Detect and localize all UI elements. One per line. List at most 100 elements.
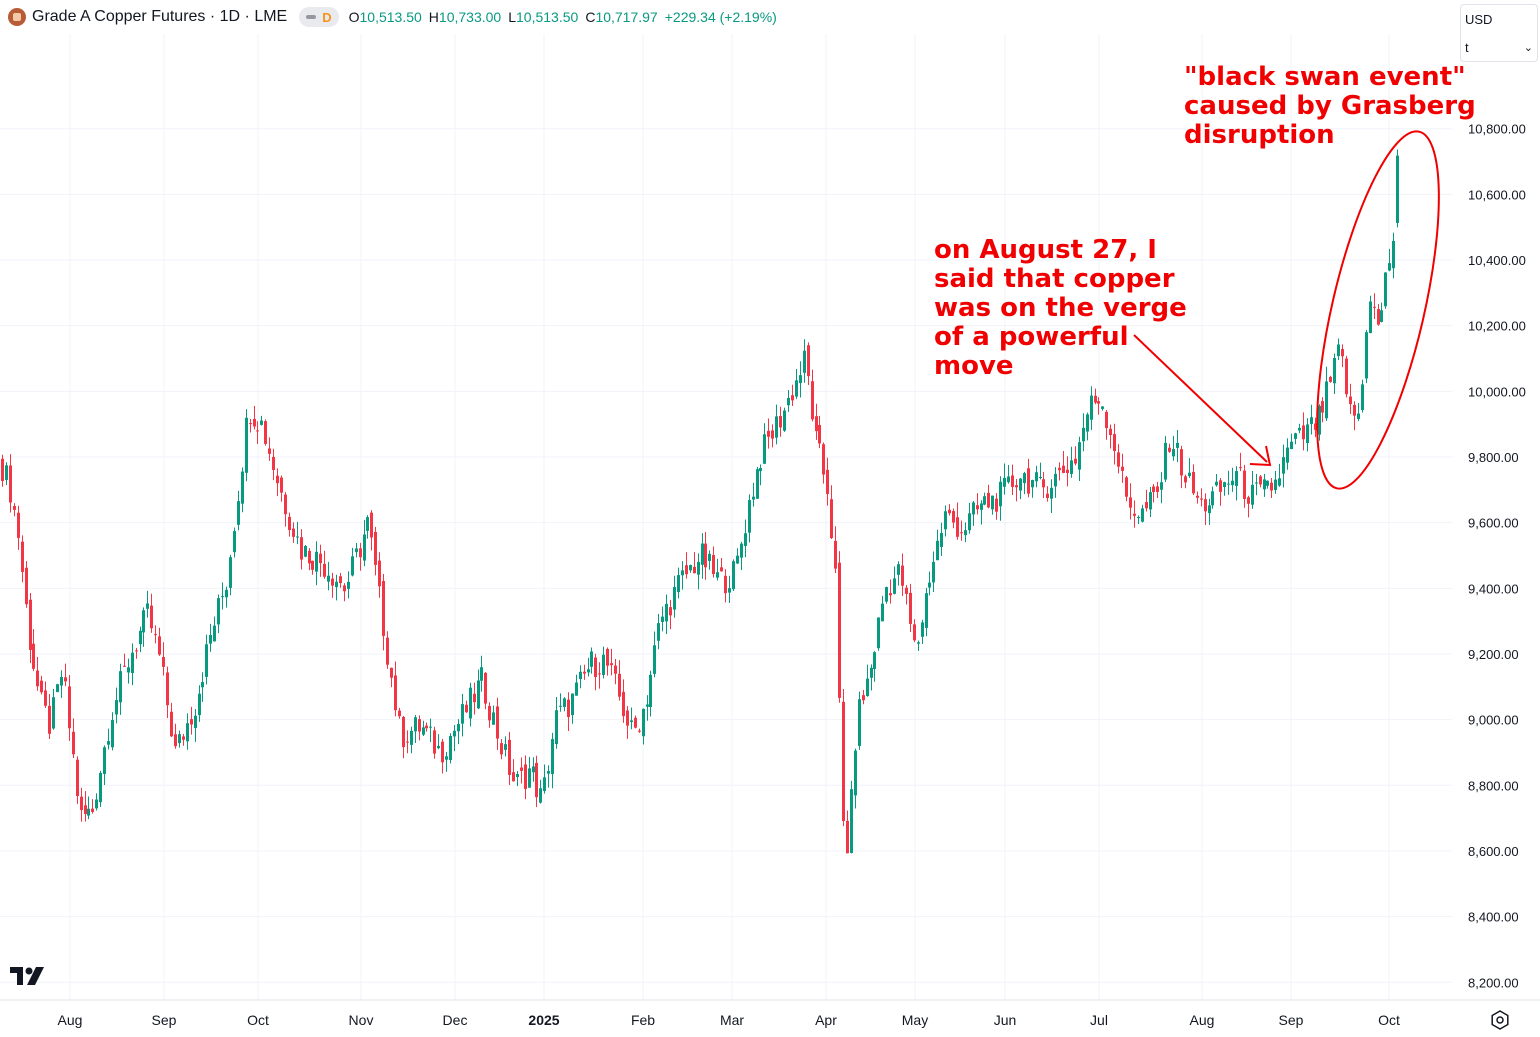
candle-body <box>783 410 786 431</box>
dash-icon <box>306 15 317 19</box>
candle-body <box>382 581 385 636</box>
candle-body <box>795 380 798 397</box>
price-tick-label: 8,800.00 <box>1468 778 1519 793</box>
candle-body <box>1286 447 1289 463</box>
candle-body <box>359 548 362 558</box>
candle-body <box>500 743 503 755</box>
candle-body <box>48 705 51 734</box>
candle-body <box>422 727 425 735</box>
candle-body <box>590 651 593 667</box>
candle-body <box>1227 483 1230 485</box>
candle-body <box>622 691 625 717</box>
candle-body <box>95 799 98 809</box>
candle-body <box>484 672 487 704</box>
candle-body <box>744 533 747 547</box>
candle-body <box>571 693 574 716</box>
currency-label: USD <box>1465 11 1493 27</box>
price-tick-label: 10,000.00 <box>1468 384 1526 399</box>
candle-body <box>76 759 79 797</box>
candle-body <box>158 636 161 655</box>
candle-body <box>799 375 802 384</box>
candle-body <box>1259 476 1262 485</box>
candle-body <box>1172 449 1175 457</box>
candle-body <box>1105 411 1108 429</box>
candle-body <box>1235 471 1238 486</box>
candle-body <box>720 567 723 572</box>
candle-body <box>390 667 393 678</box>
candle-body <box>190 719 193 725</box>
price-tick-label: 9,000.00 <box>1468 713 1519 728</box>
annotation-arrow-line <box>1133 334 1268 463</box>
settings-icon[interactable] <box>1489 1009 1511 1031</box>
candle-body <box>685 565 688 575</box>
candle-body <box>1062 465 1065 473</box>
candle-body <box>194 715 197 728</box>
candle-body <box>532 766 535 773</box>
candle-body <box>107 741 110 745</box>
candle-body <box>1318 405 1321 435</box>
candle-body <box>386 637 389 665</box>
candle-body <box>445 756 448 760</box>
candle-body <box>1007 476 1010 483</box>
candle-body <box>1090 395 1093 420</box>
candle-body <box>166 672 169 706</box>
candle-body <box>1121 466 1124 471</box>
candle-body <box>618 673 621 697</box>
candle-body <box>1231 480 1234 486</box>
candle-body <box>418 719 421 732</box>
open-label: O <box>348 9 360 25</box>
candle-body <box>1031 479 1034 488</box>
candle-body <box>272 456 275 470</box>
candle-body <box>543 777 546 791</box>
candle-body <box>763 434 766 464</box>
candle-body <box>921 622 924 637</box>
time-tick-label: Aug <box>1190 1012 1215 1028</box>
candle-body <box>524 764 527 789</box>
currency-select[interactable]: USD <box>1461 5 1537 33</box>
candle-body <box>598 673 601 675</box>
candle-body <box>127 667 130 673</box>
candle-body <box>877 617 880 649</box>
candle-body <box>881 603 884 622</box>
instrument-logo-icon <box>8 8 26 26</box>
status-pill[interactable]: D <box>299 7 339 27</box>
candle-body <box>217 598 220 625</box>
candle-body <box>956 517 959 537</box>
candle-body <box>366 517 369 531</box>
price-axis: 8,200.00 8,400.00 8,600.00 8,800.00 9,000.00… <box>1468 122 1526 991</box>
candle-body <box>697 561 700 575</box>
candle-body <box>1196 495 1199 498</box>
candle-body <box>370 512 373 538</box>
candle-body <box>99 772 102 803</box>
candle-body <box>335 581 338 588</box>
candle-body <box>142 610 145 633</box>
tradingview-logo-icon[interactable] <box>9 965 47 987</box>
candle-body <box>1 458 4 481</box>
time-tick-label: Dec <box>443 1012 468 1028</box>
candle-body <box>740 543 743 558</box>
candle-body <box>669 607 672 616</box>
candle-body <box>331 578 334 586</box>
candle-body <box>838 562 841 698</box>
unit-select[interactable]: t ⌄ <box>1461 33 1537 61</box>
time-tick-label: Jul <box>1090 1012 1108 1028</box>
symbol-title[interactable]: Grade A Copper Futures · 1D · LME <box>32 8 288 25</box>
candle-body <box>1204 499 1207 512</box>
candle-body <box>1255 482 1258 484</box>
price-tick-label: 10,800.00 <box>1468 122 1526 137</box>
candle-body <box>834 540 837 569</box>
candle-body <box>1141 508 1144 522</box>
candle-body <box>72 731 75 755</box>
candle-body <box>449 736 452 760</box>
candle-body <box>583 671 586 674</box>
candle-body <box>909 592 912 624</box>
candle-body <box>587 669 590 673</box>
candle-body <box>614 665 617 674</box>
candle-body <box>327 575 330 582</box>
time-tick-label: 2025 <box>528 1012 559 1028</box>
candle-body <box>304 545 307 557</box>
candle-body <box>991 495 994 510</box>
candle-body <box>245 417 248 473</box>
candle-body <box>897 564 900 575</box>
candle-body <box>1278 478 1281 486</box>
